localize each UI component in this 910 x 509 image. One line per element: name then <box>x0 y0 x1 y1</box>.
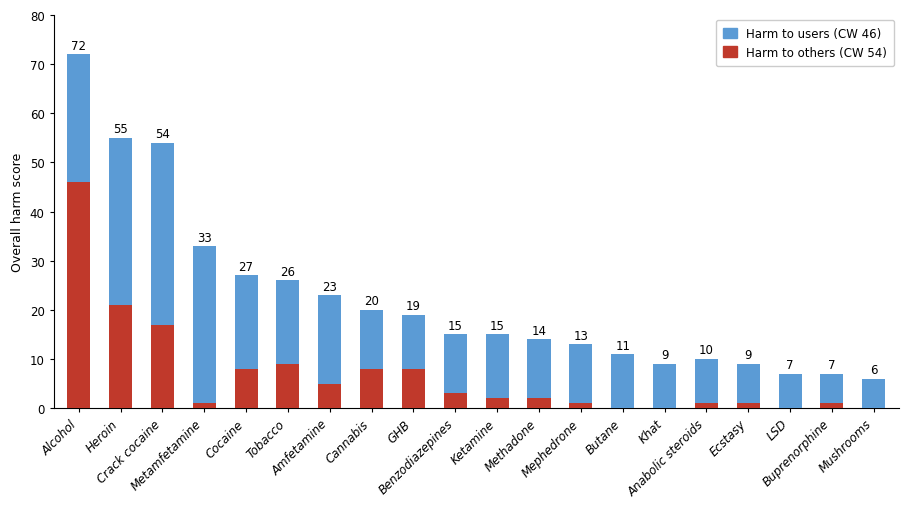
Text: 27: 27 <box>238 261 254 273</box>
Bar <box>570 403 592 408</box>
Bar <box>235 369 258 408</box>
Text: 15: 15 <box>448 319 463 332</box>
Bar <box>528 340 551 399</box>
Bar <box>109 138 132 305</box>
Text: 7: 7 <box>828 358 835 372</box>
Bar <box>486 399 509 408</box>
Text: 54: 54 <box>155 128 170 141</box>
Bar <box>360 310 383 369</box>
Bar <box>612 354 634 408</box>
Bar <box>863 379 885 408</box>
Text: 6: 6 <box>870 363 877 377</box>
Text: 15: 15 <box>490 319 504 332</box>
Text: 9: 9 <box>661 349 668 362</box>
Bar <box>444 393 467 408</box>
Bar <box>402 315 425 369</box>
Bar <box>695 359 718 403</box>
Text: 20: 20 <box>364 295 379 308</box>
Text: 26: 26 <box>280 265 296 278</box>
Bar <box>67 55 90 183</box>
Bar <box>486 335 509 399</box>
Text: 23: 23 <box>322 280 338 293</box>
Bar <box>277 364 299 408</box>
Bar <box>528 399 551 408</box>
Text: 13: 13 <box>573 329 588 342</box>
Bar <box>695 403 718 408</box>
Text: 55: 55 <box>113 123 128 136</box>
Text: 7: 7 <box>786 358 794 372</box>
Bar <box>821 403 844 408</box>
Bar <box>402 369 425 408</box>
Bar <box>318 296 341 384</box>
Y-axis label: Overall harm score: Overall harm score <box>11 153 24 272</box>
Bar <box>151 144 174 325</box>
Text: 72: 72 <box>71 40 86 53</box>
Bar <box>109 305 132 408</box>
Legend: Harm to users (CW 46), Harm to others (CW 54): Harm to users (CW 46), Harm to others (C… <box>715 21 895 67</box>
Bar <box>737 364 760 403</box>
Text: 11: 11 <box>615 339 631 352</box>
Bar <box>277 281 299 364</box>
Bar <box>318 384 341 408</box>
Bar <box>737 403 760 408</box>
Bar <box>570 345 592 403</box>
Text: 33: 33 <box>197 231 212 244</box>
Bar <box>67 183 90 408</box>
Bar <box>151 325 174 408</box>
Bar <box>235 276 258 369</box>
Bar <box>444 335 467 393</box>
Bar <box>193 246 216 403</box>
Bar <box>360 369 383 408</box>
Text: 14: 14 <box>531 324 547 337</box>
Bar <box>821 374 844 403</box>
Text: 10: 10 <box>699 344 713 357</box>
Bar <box>653 364 676 408</box>
Text: 9: 9 <box>744 349 752 362</box>
Bar <box>193 403 216 408</box>
Bar <box>779 374 802 408</box>
Text: 19: 19 <box>406 300 421 313</box>
